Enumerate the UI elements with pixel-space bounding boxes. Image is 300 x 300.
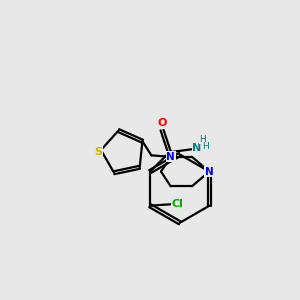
- Text: S: S: [94, 146, 102, 157]
- Text: N: N: [193, 143, 202, 153]
- Text: N: N: [166, 152, 175, 162]
- Text: H: H: [202, 142, 209, 152]
- Text: H: H: [200, 135, 206, 144]
- Text: N: N: [205, 167, 214, 176]
- Text: Cl: Cl: [172, 199, 183, 209]
- Text: O: O: [157, 118, 167, 128]
